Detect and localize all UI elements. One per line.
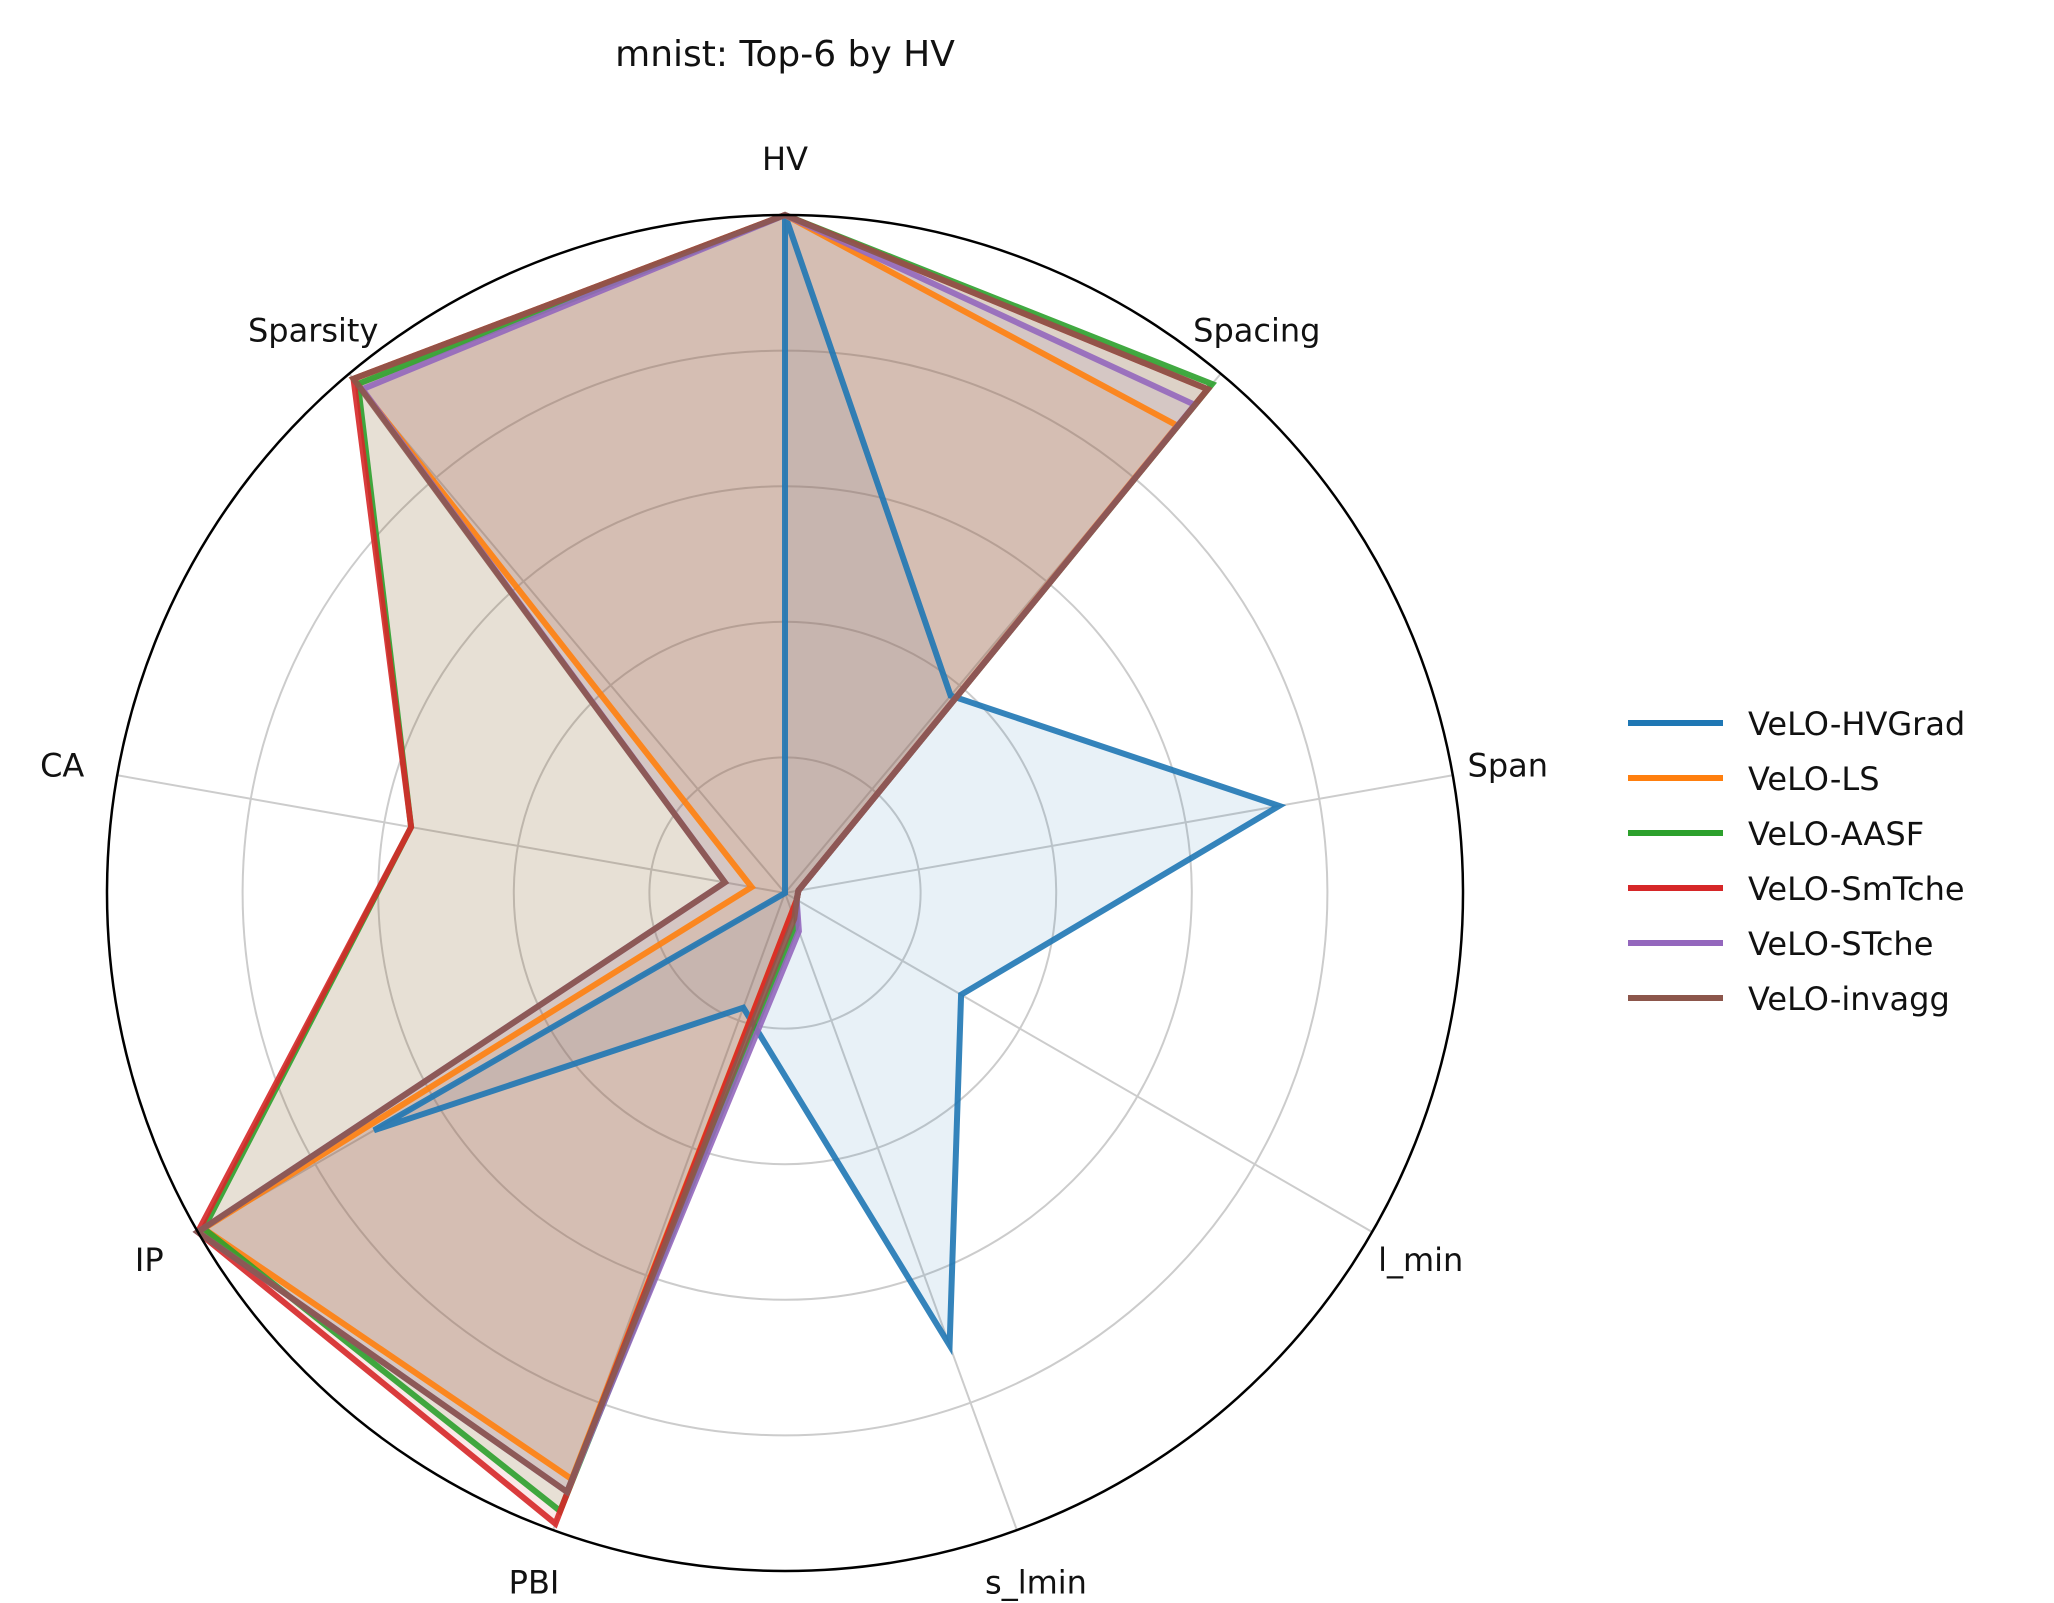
legend-label-VeLO-AASF: VeLO-AASF <box>1748 815 1924 853</box>
spoke-l_min <box>784 892 1373 1233</box>
axis-label-s_lmin: s_lmin <box>985 1564 1087 1602</box>
radar-frame <box>105 213 1465 1573</box>
axis-label-HV: HV <box>762 140 808 178</box>
spoke-Span <box>784 774 1453 894</box>
series-fill-VeLO-STche <box>197 215 1195 1492</box>
axis-label-Spacing: Spacing <box>1193 312 1320 350</box>
spoke-CA <box>117 774 786 894</box>
legend-label-VeLO-LS: VeLO-LS <box>1748 760 1880 798</box>
legend-label-VeLO-STche: VeLO-STche <box>1748 925 1933 963</box>
chart-title: mnist: Top-6 by HV <box>615 34 955 75</box>
legend-label-VeLO-SmTche: VeLO-SmTche <box>1748 870 1965 908</box>
axis-label-IP: IP <box>135 1241 164 1279</box>
outer-circle <box>105 213 1465 1573</box>
series-line-VeLO-invagg <box>192 211 1213 1497</box>
spoke-s_lmin <box>784 892 1018 1531</box>
axis-label-PBI: PBI <box>509 1564 560 1602</box>
axis-label-CA: CA <box>40 747 84 785</box>
series-fill-VeLO-LS <box>203 215 1178 1480</box>
legend: VeLO-HVGrad VeLO-LS VeLO-AASF VeLO-SmTche Ve… <box>1628 705 1965 1018</box>
axis-label-Span: Span <box>1468 747 1549 785</box>
series-fill-VeLO-SmTche <box>197 215 1208 1524</box>
axis-label-l_min: l_min <box>1378 1241 1463 1279</box>
series-fill-VeLO-invagg <box>197 215 1208 1492</box>
axis-label-Sparsity: Sparsity <box>248 312 378 350</box>
axis-labels: HV Spacing Span l_min s_lmin PBI IP CA Sparsity <box>40 140 1548 1602</box>
spoke-Sparsity <box>348 372 786 894</box>
series-lines <box>192 211 1287 1529</box>
series-fill-VeLO-HVGrad <box>374 215 1280 1346</box>
legend-label-VeLO-HVGrad: VeLO-HVGrad <box>1748 705 1965 743</box>
series-line-VeLO-HVGrad <box>372 214 1287 1356</box>
legend-label-VeLO-invagg: VeLO-invagg <box>1748 980 1950 1018</box>
